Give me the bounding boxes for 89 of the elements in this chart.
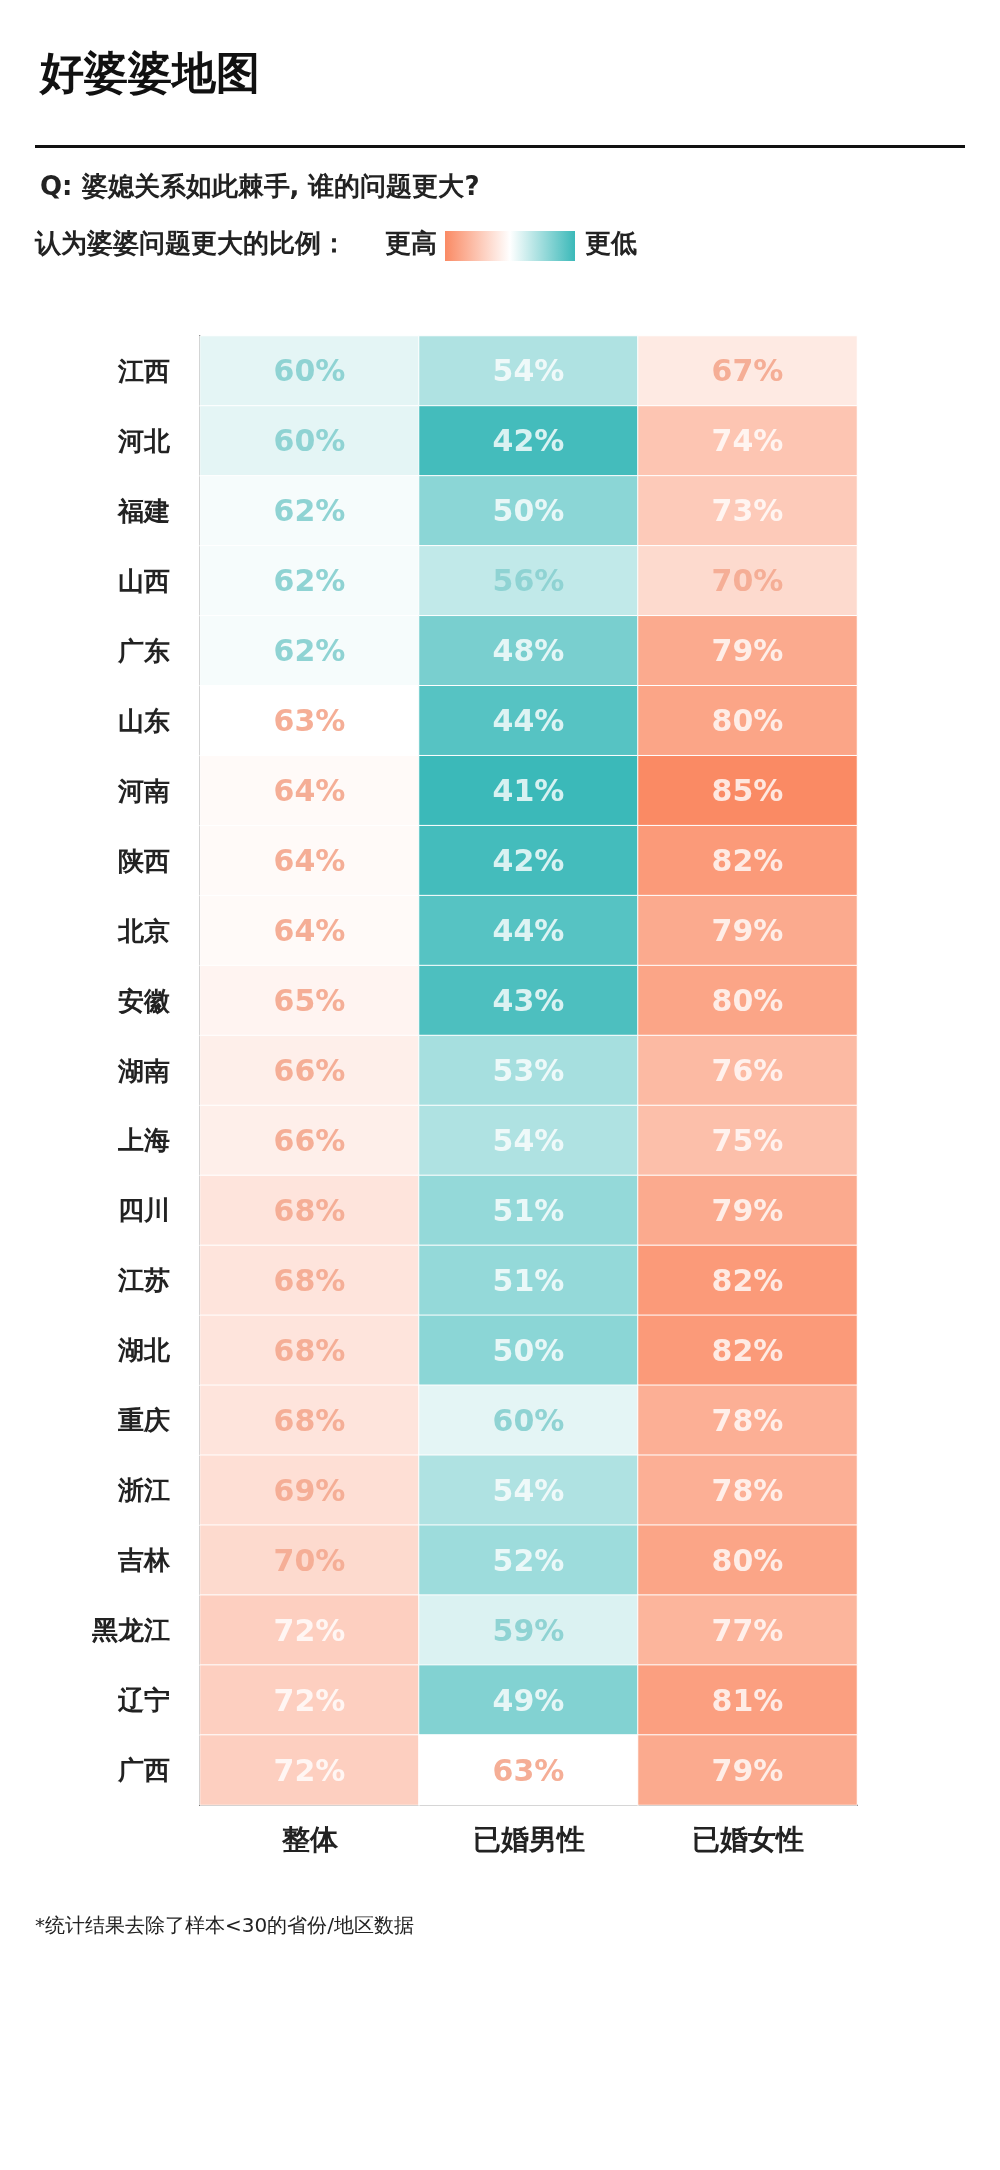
data-label: 42% [492,423,565,459]
y-tick-label: 辽宁 [117,1685,170,1716]
data-label: 66% [273,1053,346,1088]
data-label: 67% [711,353,784,389]
data-label: 80% [711,1542,784,1578]
data-label: 68% [273,1332,346,1368]
data-label: 50% [492,1332,565,1368]
data-label: 81% [711,1682,784,1718]
y-tick-label: 陕西 [118,845,170,876]
data-label: 70% [273,1542,346,1578]
data-label: 76% [711,1053,784,1088]
data-label: 54% [492,1122,565,1158]
data-label: 68% [273,1402,346,1438]
color-bar-title: 认为婆婆问题更大的比例： [34,228,347,258]
data-label: 62% [273,633,346,669]
y-tick-label: 北京 [117,915,170,946]
data-label: 63% [273,703,346,739]
data-label: 82% [711,843,784,879]
data-label: 53% [492,1053,565,1088]
data-label: 50% [492,493,565,529]
data-label: 77% [711,1612,784,1648]
y-tick-label: 广东 [117,635,170,666]
y-tick-label: 福建 [116,495,170,526]
y-tick-label: 浙江 [117,1475,170,1506]
data-label: 78% [711,1472,784,1508]
y-tick-label: 江西 [117,355,170,386]
y-tick-label: 广西 [117,1755,170,1786]
data-label: 52% [492,1542,565,1578]
data-label: 69% [273,1472,346,1508]
y-tick-label: 四川 [118,1195,170,1226]
data-label: 79% [711,913,784,949]
data-label: 79% [711,1192,784,1228]
data-label: 54% [492,353,565,389]
y-tick-label: 山西 [118,565,170,596]
y-tick-label: 吉林 [117,1545,171,1576]
data-label: 44% [492,703,565,739]
y-tick-label: 河北 [117,425,171,456]
data-label: 70% [711,563,784,599]
text: *统计结果去除了样本<30的省份/地区数据 [35,1913,414,1937]
data-label: 60% [273,423,346,459]
y-tick-label: 河南 [117,775,170,806]
data-label: 42% [492,843,565,879]
data-label: 64% [273,773,346,809]
data-label: 74% [711,423,784,459]
data-label: 51% [492,1192,565,1228]
data-label: 62% [273,493,346,529]
chart-title: 好婆婆地图 [38,46,260,98]
data-label: 54% [492,1472,565,1508]
data-label: 63% [492,1752,565,1788]
data-label: 79% [711,633,784,669]
data-label: 44% [492,913,565,949]
data-label: 62% [273,563,346,599]
data-label: 66% [273,1122,346,1158]
y-tick-label: 江苏 [117,1265,170,1296]
data-label: 68% [273,1262,346,1298]
x-tick-label: 已婚男性 [472,1822,585,1856]
x-tick-label: 已婚女性 [691,1822,804,1856]
y-tick-label: 黑龙江 [91,1615,170,1646]
text: 更高 [385,228,437,258]
data-label: 73% [711,493,784,529]
data-label: 51% [492,1262,565,1298]
data-label: 75% [711,1122,784,1158]
data-label: 49% [492,1682,565,1718]
text: 更低 [585,228,637,258]
data-label: 64% [273,843,346,879]
data-label: 82% [711,1332,784,1368]
data-label: 43% [492,983,565,1019]
y-tick-label: 上海 [117,1125,170,1156]
data-label: 68% [273,1192,346,1228]
data-label: 64% [273,913,346,949]
y-tick-label: 重庆 [117,1405,170,1436]
data-label: 41% [492,773,565,809]
chart-subtitle: Q: 婆媳关系如此棘手, 谁的问题更大? [40,171,480,201]
data-label: 80% [711,703,784,739]
data-label: 82% [711,1262,784,1298]
data-label: 48% [492,633,565,669]
x-tick-label: 整体 [280,1822,339,1856]
y-tick-label: 山东 [118,705,170,736]
data-label: 79% [711,1752,784,1788]
data-label: 60% [492,1402,565,1438]
y-tick-label: 湖南 [117,1055,170,1086]
y-tick-label: 湖北 [117,1335,171,1366]
data-label: 78% [711,1402,784,1438]
data-label: 60% [273,353,346,389]
data-label: 59% [492,1612,565,1648]
y-tick-label: 安徽 [118,985,171,1016]
data-label: 80% [711,983,784,1019]
data-label: 65% [273,983,346,1019]
data-label: 85% [711,773,784,809]
